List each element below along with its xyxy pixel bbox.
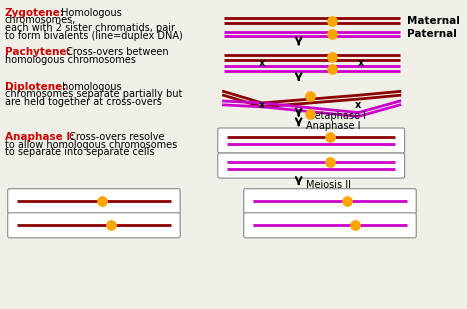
Text: Zygotene:: Zygotene: <box>5 7 65 18</box>
Text: Paternal: Paternal <box>407 29 456 39</box>
Text: Homologous: Homologous <box>58 7 121 18</box>
Text: Pachytene:: Pachytene: <box>5 47 71 57</box>
Text: Diplotene:: Diplotene: <box>5 82 66 92</box>
Text: Maternal: Maternal <box>407 15 460 26</box>
Text: x: x <box>259 100 265 110</box>
FancyBboxPatch shape <box>244 189 416 214</box>
Text: to separate into separate cells: to separate into separate cells <box>5 147 154 157</box>
FancyBboxPatch shape <box>244 213 416 238</box>
Text: homologous chromosomes: homologous chromosomes <box>5 55 136 65</box>
Point <box>329 18 336 23</box>
Text: Cross-overs between: Cross-overs between <box>63 47 168 57</box>
FancyBboxPatch shape <box>8 189 180 214</box>
Text: are held together at cross-overs: are held together at cross-overs <box>5 97 162 107</box>
Point <box>107 223 114 228</box>
Point <box>329 55 336 60</box>
Text: Anaphase I: Anaphase I <box>306 121 361 131</box>
Text: x: x <box>358 58 364 68</box>
FancyBboxPatch shape <box>218 153 405 178</box>
Text: chromosomes,: chromosomes, <box>5 15 76 25</box>
Point <box>343 199 351 204</box>
Text: chromosomes separate partially but: chromosomes separate partially but <box>5 90 182 99</box>
Text: Metaphase I: Metaphase I <box>306 112 367 121</box>
Point <box>326 160 333 165</box>
Text: x: x <box>259 58 265 68</box>
Point <box>306 94 314 99</box>
Point <box>329 32 336 36</box>
Text: each with 2 sister chromatids, pair: each with 2 sister chromatids, pair <box>5 23 175 33</box>
Text: x: x <box>355 100 361 110</box>
FancyBboxPatch shape <box>8 213 180 238</box>
Point <box>352 223 359 228</box>
Point <box>99 199 106 204</box>
Text: Anaphase I:: Anaphase I: <box>5 132 74 142</box>
Text: to allow homologous chromosomes: to allow homologous chromosomes <box>5 140 177 150</box>
Text: to form bivalents (line=duplex DNA): to form bivalents (line=duplex DNA) <box>5 31 183 41</box>
Text: Meiosis II: Meiosis II <box>306 180 351 190</box>
Text: homologous: homologous <box>59 82 121 92</box>
Point <box>329 66 336 71</box>
Point <box>326 135 333 140</box>
Text: Cross-overs resolve: Cross-overs resolve <box>65 132 164 142</box>
Point <box>306 111 314 116</box>
FancyBboxPatch shape <box>218 128 405 153</box>
